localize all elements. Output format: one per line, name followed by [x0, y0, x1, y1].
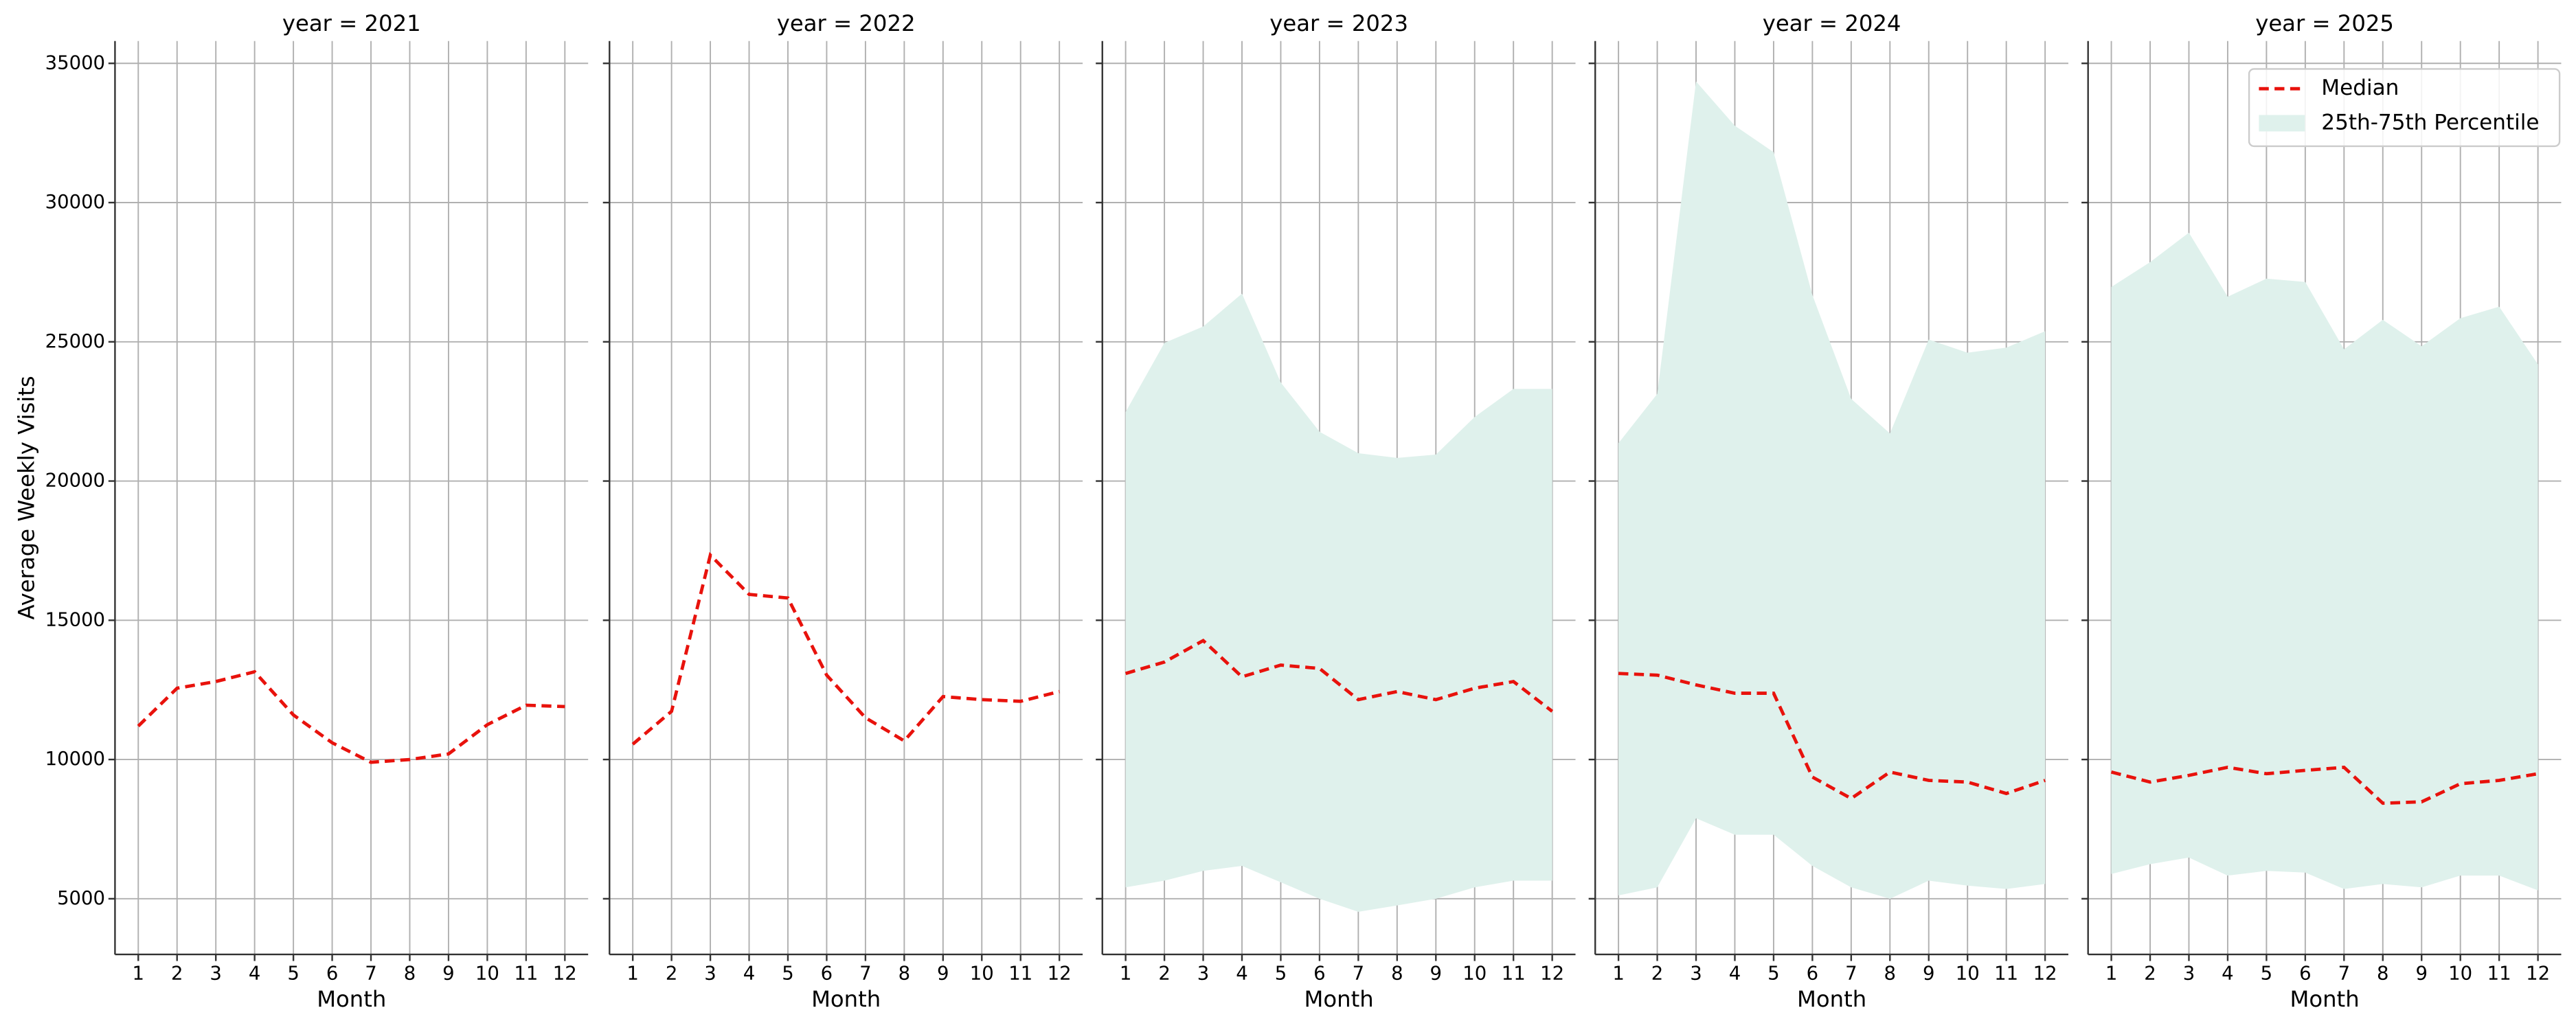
x-tick-label: 7 [1845, 963, 1857, 985]
x-tick-label: 7 [1353, 963, 1364, 985]
x-tick-label: 11 [1994, 963, 2018, 985]
x-tick-label: 12 [1540, 963, 1564, 985]
y-tick-label: 25000 [45, 330, 105, 352]
y-tick-label: 30000 [45, 191, 105, 213]
x-tick-label: 5 [1275, 963, 1287, 985]
x-tick-label: 11 [2487, 963, 2511, 985]
y-tick-label: 15000 [45, 608, 105, 630]
x-tick-label: 6 [1313, 963, 1325, 985]
x-tick-label: 3 [1197, 963, 1209, 985]
x-tick-label: 2 [2144, 963, 2156, 985]
x-axis-label: Month [317, 986, 386, 1012]
y-tick-label: 10000 [45, 748, 105, 770]
panel-title: year = 2025 [2255, 10, 2394, 36]
x-tick-label: 6 [2299, 963, 2311, 985]
x-tick-label: 10 [2448, 963, 2472, 985]
x-tick-label: 4 [1236, 963, 1247, 985]
x-tick-label: 1 [133, 963, 144, 985]
x-tick-label: 10 [1462, 963, 1487, 985]
y-tick-label: 5000 [57, 887, 105, 909]
x-tick-label: 9 [1430, 963, 1442, 985]
legend-label: 25th-75th Percentile [2321, 110, 2539, 135]
panel-title: year = 2022 [777, 10, 916, 36]
y-axis-label: Average Weekly Visits [14, 376, 40, 619]
legend: Median 25th-75th Percentile [2248, 68, 2561, 148]
legend-box [2248, 68, 2561, 148]
x-tick-label: 1 [2105, 963, 2117, 985]
median-line [137, 670, 565, 764]
x-tick-label: 8 [404, 963, 416, 985]
x-tick-label: 9 [1923, 963, 1934, 985]
x-axis-label: Month [811, 986, 881, 1012]
x-tick-label: 5 [287, 963, 299, 985]
median-line [1618, 672, 2046, 801]
legend-label: Median [2321, 76, 2399, 100]
x-tick-label: 10 [970, 963, 994, 985]
x-tick-label: 6 [821, 963, 833, 985]
x-tick-label: 4 [1729, 963, 1741, 985]
median-line [631, 551, 1060, 746]
median-line [1125, 638, 1554, 713]
x-tick-label: 2 [171, 963, 183, 985]
panel-title: year = 2023 [1269, 10, 1408, 36]
x-tick-label: 3 [210, 963, 221, 985]
x-tick-label: 9 [2415, 963, 2427, 985]
panel-title: year = 2024 [1763, 10, 1901, 36]
x-axis-label: Month [1797, 986, 1866, 1012]
x-tick-label: 11 [1502, 963, 1526, 985]
median-line [2110, 765, 2539, 805]
x-tick-label: 11 [1008, 963, 1032, 985]
x-tick-label: 4 [2222, 963, 2233, 985]
x-tick-label: 12 [2033, 963, 2057, 985]
x-tick-label: 1 [1612, 963, 1624, 985]
x-tick-label: 4 [249, 963, 260, 985]
x-tick-label: 1 [626, 963, 638, 985]
panel-title: year = 2021 [282, 10, 421, 36]
x-tick-label: 6 [1807, 963, 1818, 985]
percentile-band [2111, 232, 2538, 891]
x-tick-label: 2 [1158, 963, 1170, 985]
legend-swatch [2259, 115, 2305, 132]
x-tick-label: 10 [475, 963, 499, 985]
x-tick-label: 2 [666, 963, 677, 985]
y-tick-label: 20000 [45, 470, 105, 492]
x-tick-label: 1 [1120, 963, 1131, 985]
x-axis-label: Month [1304, 986, 1374, 1012]
x-tick-label: 5 [2261, 963, 2272, 985]
x-axis-label: Month [2290, 986, 2360, 1012]
x-tick-label: 9 [442, 963, 454, 985]
x-tick-label: 12 [553, 963, 577, 985]
x-tick-label: 3 [2183, 963, 2195, 985]
x-tick-label: 8 [1884, 963, 1896, 985]
x-tick-label: 5 [1767, 963, 1779, 985]
x-tick-label: 11 [514, 963, 538, 985]
x-tick-label: 12 [1048, 963, 1072, 985]
x-tick-label: 3 [1690, 963, 1702, 985]
x-tick-label: 3 [704, 963, 716, 985]
x-tick-label: 2 [1651, 963, 1663, 985]
x-tick-label: 7 [859, 963, 871, 985]
y-tick-label: 35000 [45, 52, 105, 73]
x-tick-label: 9 [937, 963, 949, 985]
x-tick-label: 8 [1391, 963, 1403, 985]
percentile-band [1125, 293, 1552, 912]
percentile-band [1618, 81, 2046, 899]
x-tick-label: 5 [782, 963, 793, 985]
x-tick-label: 7 [365, 963, 376, 985]
x-tick-label: 7 [2338, 963, 2350, 985]
x-tick-label: 10 [1956, 963, 1980, 985]
x-tick-label: 8 [2377, 963, 2388, 985]
x-tick-label: 4 [743, 963, 755, 985]
x-tick-label: 8 [899, 963, 910, 985]
x-tick-label: 6 [326, 963, 338, 985]
x-tick-label: 12 [2526, 963, 2550, 985]
